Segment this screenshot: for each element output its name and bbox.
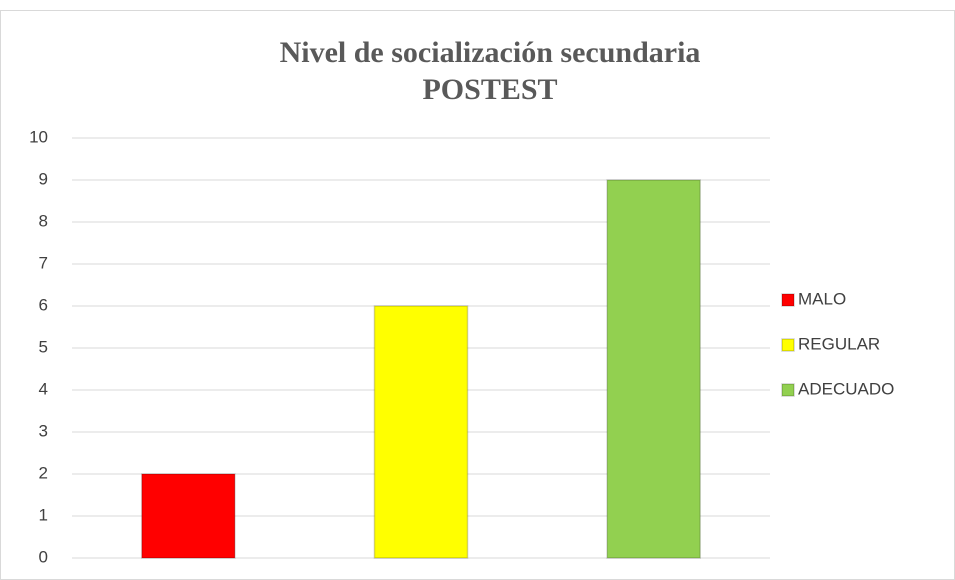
y-tick-label: 5: [39, 337, 48, 356]
y-tick-label: 3: [39, 421, 48, 440]
chart-title: Nivel de socialización secundaria: [280, 36, 701, 69]
legend-label: MALO: [798, 289, 846, 308]
y-tick-label: 0: [39, 547, 48, 566]
y-tick-label: 2: [39, 463, 48, 482]
legend-swatch: [781, 293, 795, 307]
y-tick-label: 9: [39, 169, 48, 188]
y-tick-label: 8: [39, 211, 48, 230]
y-tick-label: 7: [39, 253, 48, 272]
legend-label: ADECUADO: [798, 379, 894, 398]
bar: [606, 179, 701, 559]
y-tick-label: 1: [39, 505, 48, 524]
y-tick-label: 4: [39, 379, 48, 398]
legend-label: REGULAR: [798, 334, 880, 353]
y-tick-label: 6: [39, 295, 48, 314]
chart-title: POSTEST: [422, 73, 557, 106]
y-tick-label: 10: [29, 127, 48, 146]
bar: [373, 305, 469, 559]
legend-swatch: [781, 383, 795, 397]
legend-swatch: [781, 338, 795, 352]
bar: [141, 473, 236, 559]
